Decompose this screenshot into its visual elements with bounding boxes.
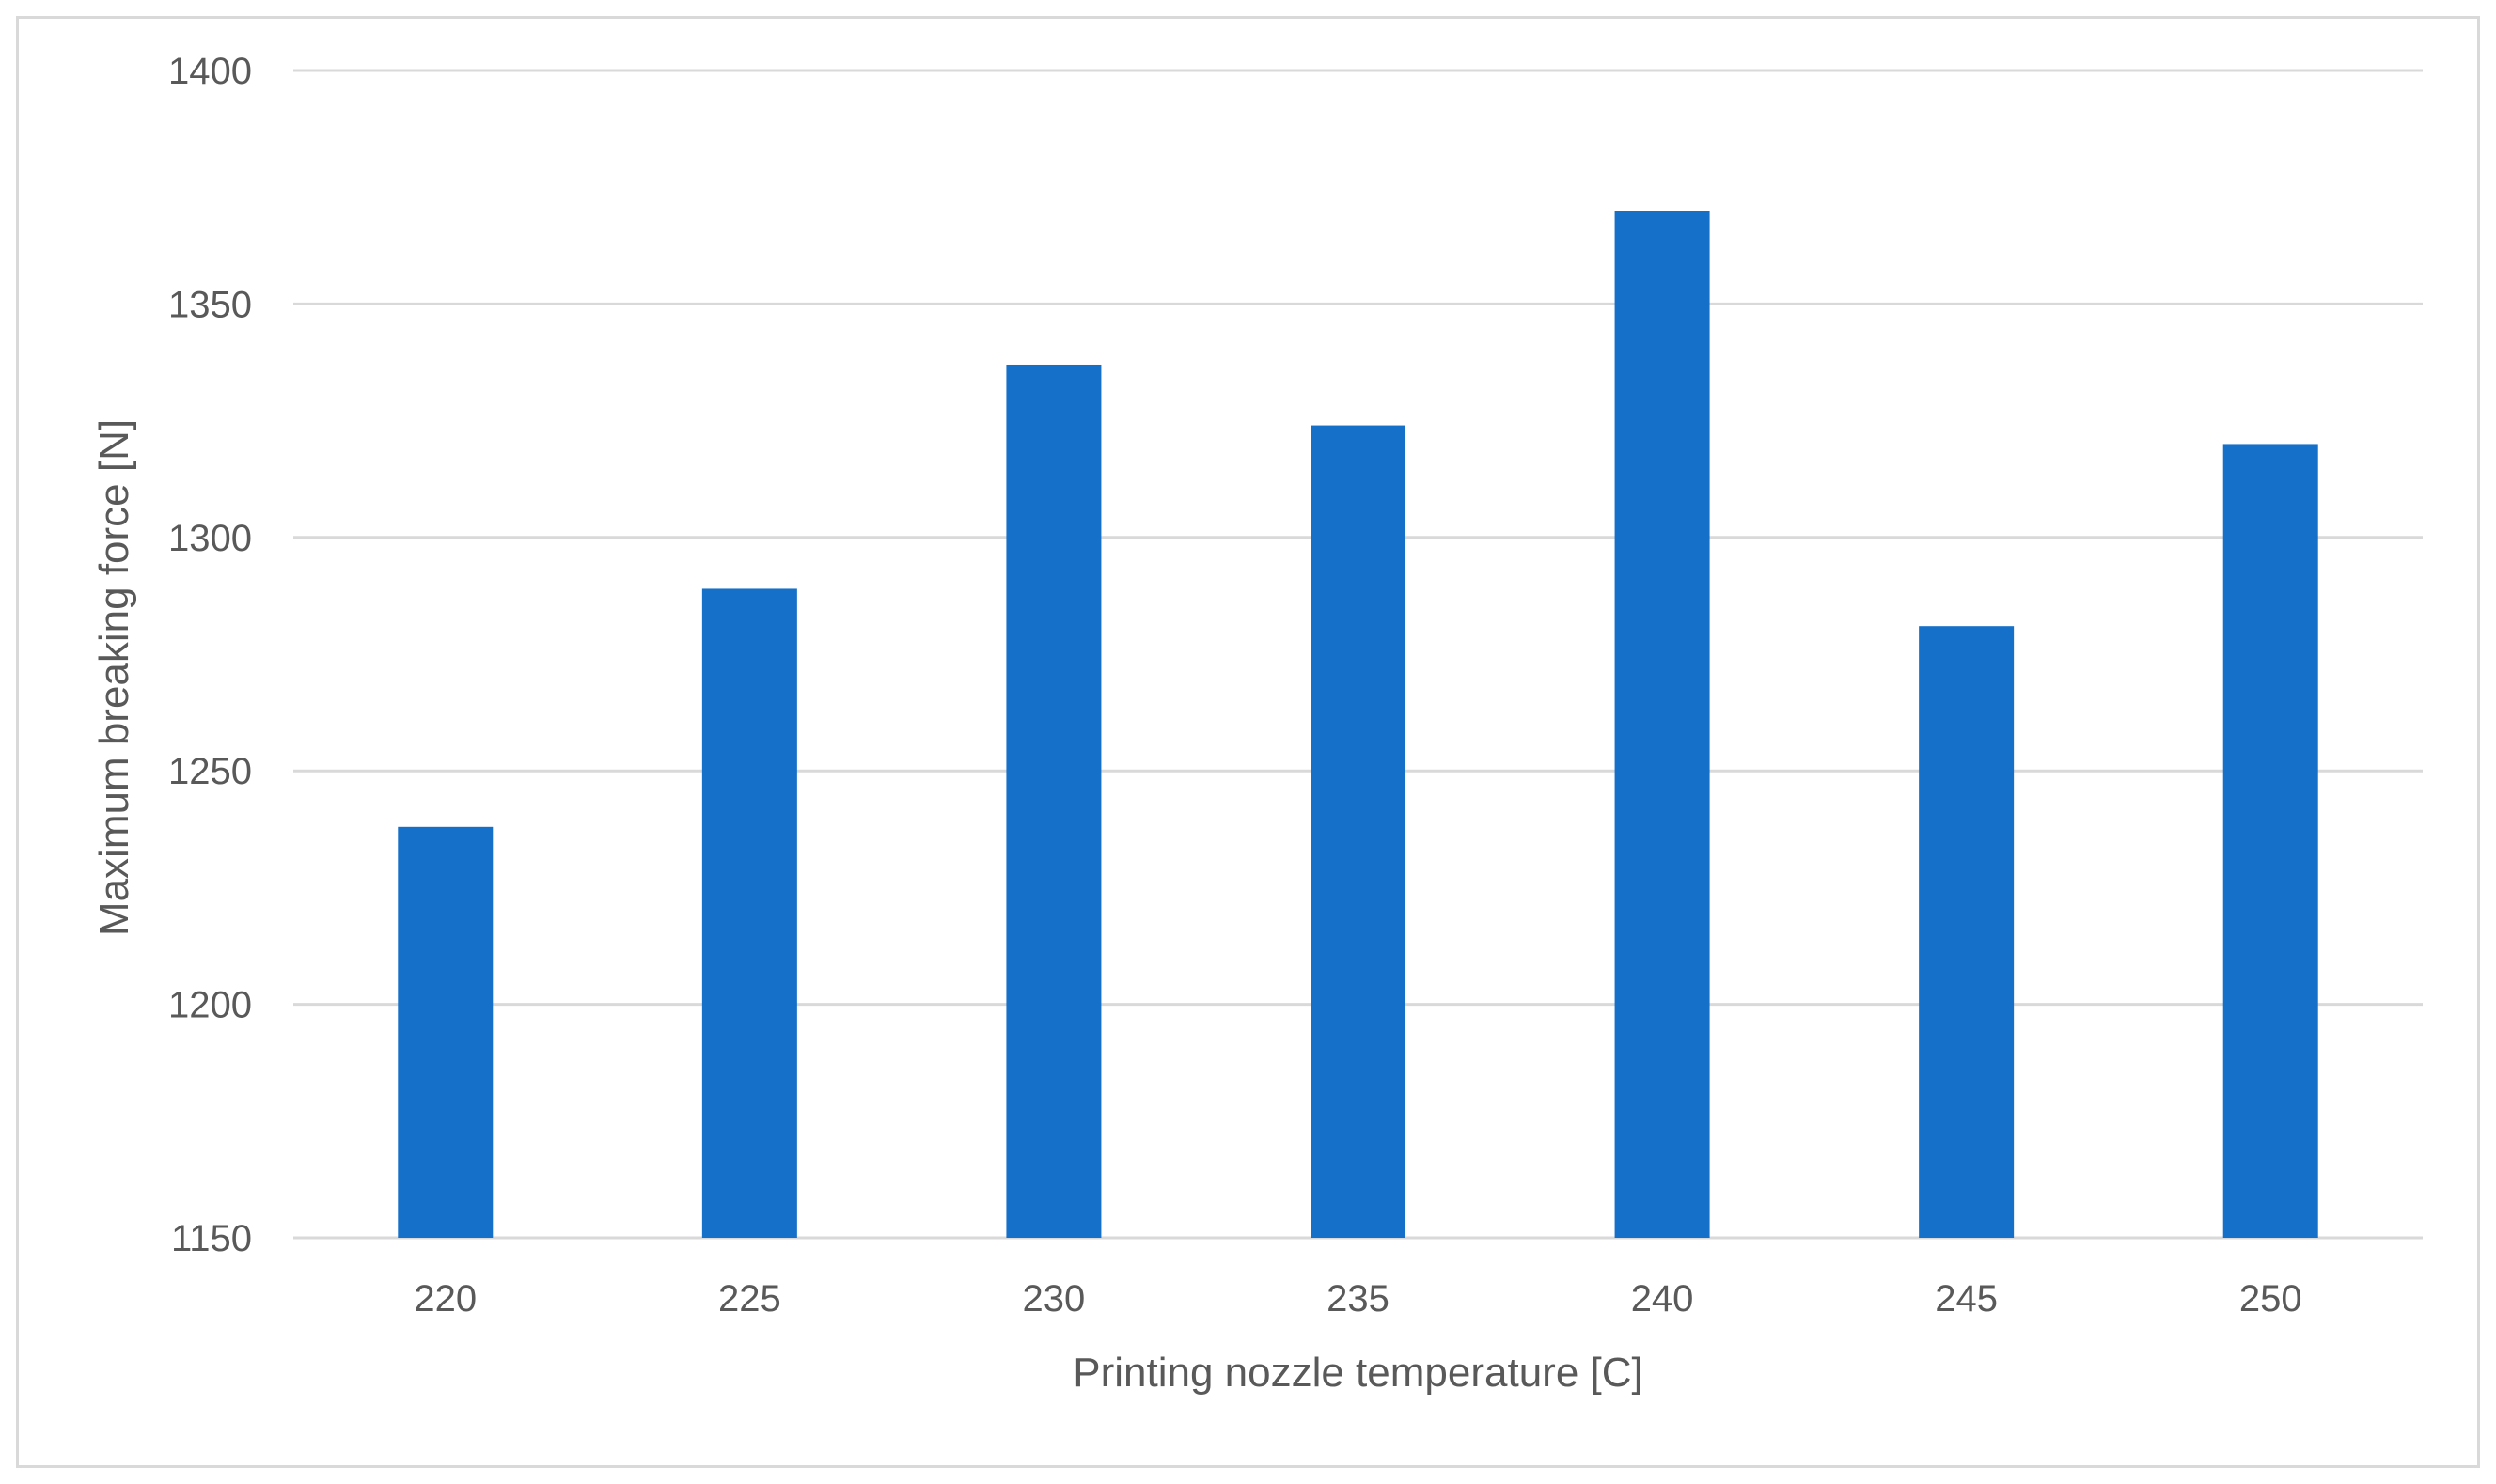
bar-225 xyxy=(701,588,797,1238)
bars xyxy=(398,211,2318,1238)
bar-240 xyxy=(1614,211,1710,1238)
y-tick-label: 1250 xyxy=(168,751,252,792)
bar-235 xyxy=(1311,425,1405,1238)
y-axis-ticks: 1150 1200 1250 1300 1350 1400 xyxy=(168,51,252,1259)
bar-230 xyxy=(1006,364,1102,1238)
y-tick-label: 1300 xyxy=(168,518,252,559)
bar-245 xyxy=(1919,626,2015,1238)
x-tick-label: 235 xyxy=(1326,1278,1389,1320)
x-tick-label: 250 xyxy=(2239,1278,2302,1320)
y-axis-title: Maximum breaking force [N] xyxy=(91,419,137,936)
x-axis-ticks: 220 225 230 235 240 245 250 xyxy=(414,1278,2301,1320)
y-tick-label: 1350 xyxy=(168,284,252,325)
bar-250 xyxy=(2222,444,2318,1238)
x-tick-label: 220 xyxy=(414,1278,477,1320)
y-tick-label: 1200 xyxy=(168,985,252,1026)
y-tick-label: 1150 xyxy=(171,1218,252,1259)
gridlines xyxy=(293,69,2423,1240)
x-tick-label: 240 xyxy=(1631,1278,1694,1320)
x-tick-label: 245 xyxy=(1935,1278,1998,1320)
x-tick-label: 230 xyxy=(1023,1278,1086,1320)
x-axis-title: Printing nozzle temperature [C] xyxy=(1073,1350,1643,1396)
bar-220 xyxy=(398,826,494,1238)
x-tick-label: 225 xyxy=(718,1278,781,1320)
y-tick-label: 1400 xyxy=(168,51,252,92)
